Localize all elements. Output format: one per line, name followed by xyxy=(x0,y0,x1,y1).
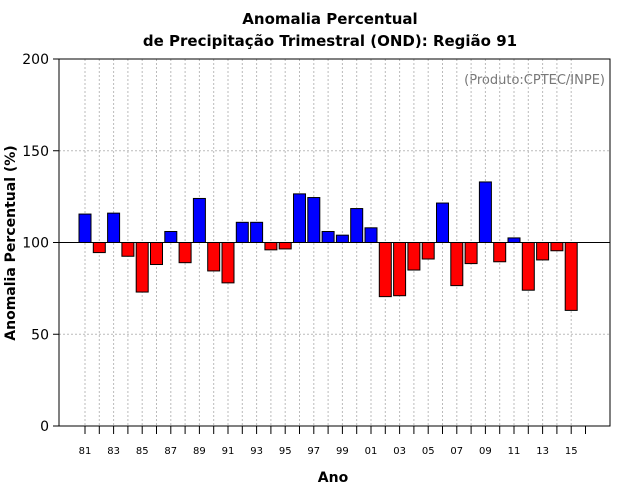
y-tick-label: 100 xyxy=(22,236,49,252)
chart-title-line1: Anomalia Percentual xyxy=(242,10,417,28)
axes: 0 50 100 150 200 81 83 85 87 89 91 93 95 97 99 01 03 05 07… xyxy=(22,52,611,457)
bar-05 xyxy=(421,242,435,260)
bar-88 xyxy=(178,242,192,264)
bar-11 xyxy=(507,237,521,244)
bar-02 xyxy=(378,242,392,298)
x-tick-label: 83 xyxy=(107,446,120,457)
bar-93 xyxy=(250,221,264,244)
x-tick-label: 05 xyxy=(422,446,435,457)
bar-84 xyxy=(121,242,135,257)
bar-91 xyxy=(221,242,235,284)
x-tick-label: 87 xyxy=(164,446,177,457)
x-tick-label: 93 xyxy=(250,446,263,457)
bar-90 xyxy=(207,242,221,272)
bar-03 xyxy=(393,242,407,297)
bar-08 xyxy=(464,242,478,265)
bar-82 xyxy=(92,242,106,254)
x-tick-label: 99 xyxy=(336,446,349,457)
x-axis-title: Ano xyxy=(318,470,349,486)
bar-95 xyxy=(278,242,292,250)
y-tick-label: 200 xyxy=(22,52,49,68)
bar-96 xyxy=(293,193,306,243)
x-tick-label: 89 xyxy=(193,446,206,457)
bar-92 xyxy=(235,221,249,244)
x-tick-label: 11 xyxy=(508,446,521,457)
bar-15 xyxy=(564,242,578,311)
bar-01 xyxy=(364,227,378,244)
x-tick-label: 13 xyxy=(536,446,549,457)
x-tick-label: 95 xyxy=(279,446,292,457)
x-tick-label: 91 xyxy=(222,446,235,457)
y-tick-label: 150 xyxy=(22,144,49,160)
bars xyxy=(78,181,578,311)
bar-98 xyxy=(321,230,335,244)
bar-14 xyxy=(550,242,564,252)
bar-83 xyxy=(107,212,121,243)
bar-94 xyxy=(264,242,278,251)
bar-13 xyxy=(536,242,550,261)
y-axis-title: Anomalia Percentual (%) xyxy=(3,145,19,340)
bar-86 xyxy=(150,242,163,266)
bar-87 xyxy=(164,230,178,244)
grid xyxy=(59,59,610,426)
chart-title-line2: de Precipitação Trimestral (OND): Região… xyxy=(143,32,517,50)
bar-07 xyxy=(450,242,464,287)
y-tick-label: 50 xyxy=(31,327,49,343)
x-tick-label: 97 xyxy=(307,446,320,457)
bar-97 xyxy=(307,197,321,243)
bar-89 xyxy=(192,197,206,244)
bar-04 xyxy=(407,242,421,271)
x-tick-label: 85 xyxy=(136,446,149,457)
x-tick-label: 03 xyxy=(393,446,406,457)
y-tick-label: 0 xyxy=(40,419,49,435)
bar-85 xyxy=(135,242,149,293)
x-tick-label: 01 xyxy=(365,446,378,457)
bar-81 xyxy=(78,213,92,243)
bar-10 xyxy=(493,242,507,263)
x-tick-label: 81 xyxy=(79,446,92,457)
x-tick-label: 09 xyxy=(479,446,492,457)
bar-06 xyxy=(436,202,449,243)
bar-00 xyxy=(350,208,364,244)
bar-12 xyxy=(521,242,535,291)
x-tick-label: 15 xyxy=(565,446,578,457)
bar-09 xyxy=(478,181,492,244)
bar-99 xyxy=(335,234,349,244)
x-tick-label: 07 xyxy=(450,446,463,457)
